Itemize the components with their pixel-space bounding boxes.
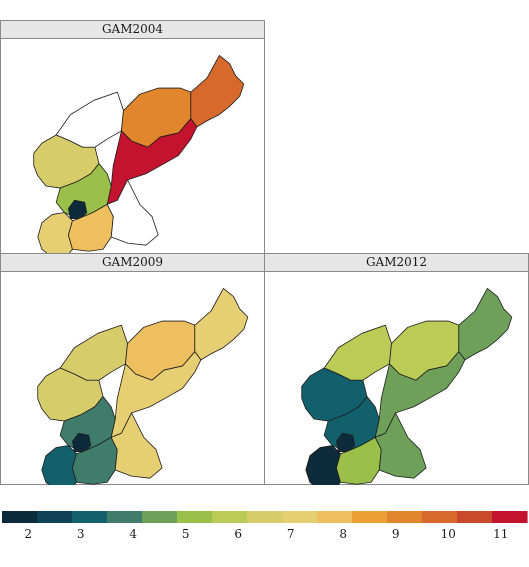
panel-gam2012: GAM2012 bbox=[264, 253, 529, 485]
panel-title: GAM2004 bbox=[1, 21, 264, 39]
panel-title: GAM2009 bbox=[1, 254, 264, 272]
legend-tick-label: 6 bbox=[234, 527, 242, 541]
legend-tick-label: 10 bbox=[441, 527, 456, 541]
legend-tick-label: 11 bbox=[493, 527, 508, 541]
legend-swatch bbox=[282, 511, 318, 523]
choropleth-map bbox=[301, 288, 513, 485]
legend-ticks: 2 3 4 5 6 7 8 9 10 11 bbox=[24, 527, 508, 541]
region-hamgyong-north bbox=[190, 55, 245, 128]
legend-swatch bbox=[37, 511, 73, 523]
legend-swatch bbox=[317, 511, 353, 523]
legend-swatch bbox=[387, 511, 423, 523]
legend-swatch bbox=[247, 511, 283, 523]
panel-title: GAM2012 bbox=[265, 254, 528, 272]
legend-tick-label: 2 bbox=[24, 527, 32, 541]
legend-swatch bbox=[492, 511, 528, 523]
color-legend: 2 3 4 5 6 7 8 9 10 11 bbox=[2, 511, 528, 541]
panel-gam2009: GAM2009 bbox=[0, 253, 265, 485]
region-kangwon bbox=[110, 412, 163, 479]
region-pyongan-south bbox=[55, 163, 112, 220]
legend-swatch bbox=[352, 511, 388, 523]
region-hwanghae-south bbox=[41, 445, 77, 485]
region-kangwon bbox=[374, 412, 427, 479]
legend-swatch bbox=[107, 511, 143, 523]
legend-swatch bbox=[212, 511, 248, 523]
region-pyongan-south bbox=[323, 396, 380, 453]
legend-tick-label: 4 bbox=[129, 527, 137, 541]
choropleth-map bbox=[37, 288, 249, 485]
legend-swatches bbox=[2, 511, 528, 523]
region-hamgyong-north bbox=[194, 288, 249, 361]
region-hwanghae-south bbox=[305, 445, 341, 485]
region-hwanghae-south bbox=[37, 212, 73, 255]
legend-swatch bbox=[2, 511, 38, 523]
legend-tick-label: 7 bbox=[287, 527, 295, 541]
region-pyongan-south bbox=[59, 396, 116, 453]
region-kangwon bbox=[106, 179, 159, 246]
region-hamgyong-north bbox=[458, 288, 513, 361]
legend-tick-label: 9 bbox=[392, 527, 400, 541]
legend-swatch bbox=[177, 511, 213, 523]
choropleth-map bbox=[33, 55, 245, 255]
legend-tick-label: 3 bbox=[77, 527, 85, 541]
map-regions bbox=[33, 55, 245, 255]
map-regions bbox=[301, 288, 513, 485]
legend-tick-label: 8 bbox=[339, 527, 347, 541]
legend-tick-label: 5 bbox=[182, 527, 190, 541]
map-regions bbox=[37, 288, 249, 485]
panel-gam2004: GAM2004 bbox=[0, 20, 265, 255]
legend-swatch bbox=[457, 511, 493, 523]
legend-swatch bbox=[142, 511, 178, 523]
legend-swatch bbox=[422, 511, 458, 523]
legend-swatch bbox=[72, 511, 108, 523]
